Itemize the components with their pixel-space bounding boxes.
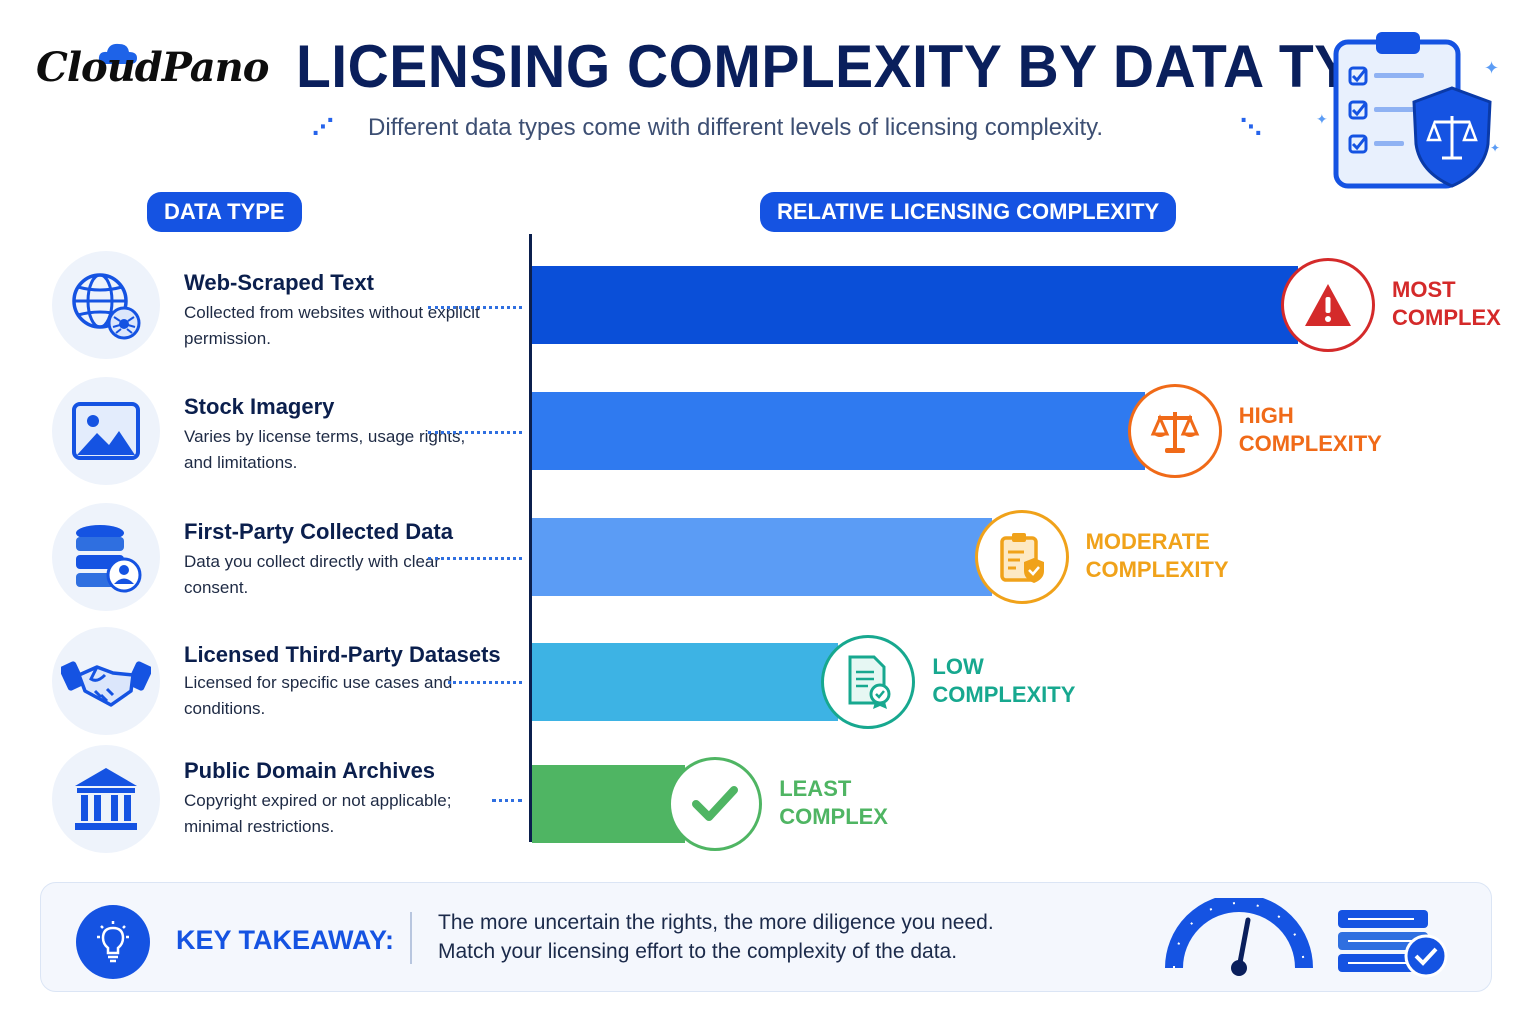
bar-first-party-collected-data	[532, 518, 992, 596]
sparkle-left-icon: ⋰	[312, 114, 334, 139]
bar-licensed-third-party-datasets	[532, 643, 839, 721]
data-type-header: DATA TYPE	[147, 192, 302, 232]
row-desc-third-party: Licensed for specific use cases and cond…	[184, 673, 453, 718]
handshake-icon	[52, 627, 160, 735]
checkmark-icon	[668, 757, 763, 851]
row-connector	[428, 431, 522, 434]
key-takeaway-line-1: The more uncertain the rights, the more …	[438, 911, 994, 934]
key-takeaway-text: The more uncertain the rights, the more …	[438, 908, 994, 966]
chart-axis	[529, 234, 532, 842]
clipboard-shield-illustration-icon: ✦ ✦ ✦	[1316, 32, 1500, 189]
complexity-header: RELATIVE LICENSING COMPLEXITY	[760, 192, 1177, 232]
svg-text:✦: ✦	[1484, 58, 1499, 78]
row-title-stock-imagery: Stock Imagery	[184, 394, 335, 419]
database-user-icon	[52, 503, 160, 611]
gauge-icon	[1165, 898, 1313, 976]
complexity-label-most-complex: MOST COMPLEX	[1392, 277, 1501, 330]
globe-spider-icon	[52, 251, 160, 359]
verified-books-icon	[1338, 910, 1448, 978]
row-connector	[492, 799, 522, 802]
row-title-public-domain: Public Domain Archives	[184, 758, 436, 783]
row-connector	[428, 557, 522, 560]
sparkle-right-icon: ⋱	[1240, 114, 1262, 139]
divider	[410, 912, 412, 964]
key-takeaway-line-2: Match your licensing effort to the compl…	[438, 940, 958, 963]
complexity-label-high-complexity: HIGH COMPLEXITY	[1238, 403, 1382, 456]
warning-icon	[1281, 258, 1375, 352]
svg-text:✦: ✦	[1490, 141, 1500, 155]
complexity-label-least-complex: LEAST COMPLEX	[779, 776, 888, 829]
clipboard-shield-icon	[974, 510, 1069, 604]
bar-web-scraped-text	[532, 266, 1298, 344]
row-connector	[448, 681, 522, 684]
row-title-web-scraped: Web-Scraped Text	[184, 270, 374, 295]
page-title: LICENSING COMPLEXITY BY DATA TYPE	[296, 33, 1430, 100]
complexity-label-moderate-complexity: MODERATE COMPLEXITY	[1085, 529, 1229, 582]
row-connector	[428, 306, 522, 309]
museum-icon	[52, 745, 160, 853]
row-title-third-party: Licensed Third-Party Datasets	[184, 642, 501, 667]
bar-stock-imagery	[532, 392, 1145, 470]
brand-logo: CloudPano	[36, 44, 269, 91]
row-desc-public-domain: Copyright expired or not applicable; min…	[184, 791, 452, 836]
lightbulb-icon	[76, 905, 150, 979]
row-desc-stock-imagery: Varies by license terms, usage rights, a…	[184, 427, 466, 472]
cloud-icon	[98, 43, 137, 64]
certificate-icon	[821, 635, 916, 729]
image-icon	[52, 377, 160, 485]
row-title-first-party: First-Party Collected Data	[184, 519, 453, 544]
complexity-label-low-complexity: LOW COMPLEXITY	[932, 654, 1076, 707]
row-desc-first-party: Data you collect directly with clear con…	[184, 552, 441, 597]
svg-text:✦: ✦	[1316, 111, 1328, 127]
bar-public-domain-archives	[532, 765, 686, 843]
scales-icon	[1127, 384, 1222, 478]
row-desc-web-scraped: Collected from websites without explicit…	[184, 303, 480, 348]
page-subtitle: Different data types come with different…	[368, 114, 1104, 141]
key-takeaway-label: KEY TAKEAWAY:	[176, 925, 395, 955]
